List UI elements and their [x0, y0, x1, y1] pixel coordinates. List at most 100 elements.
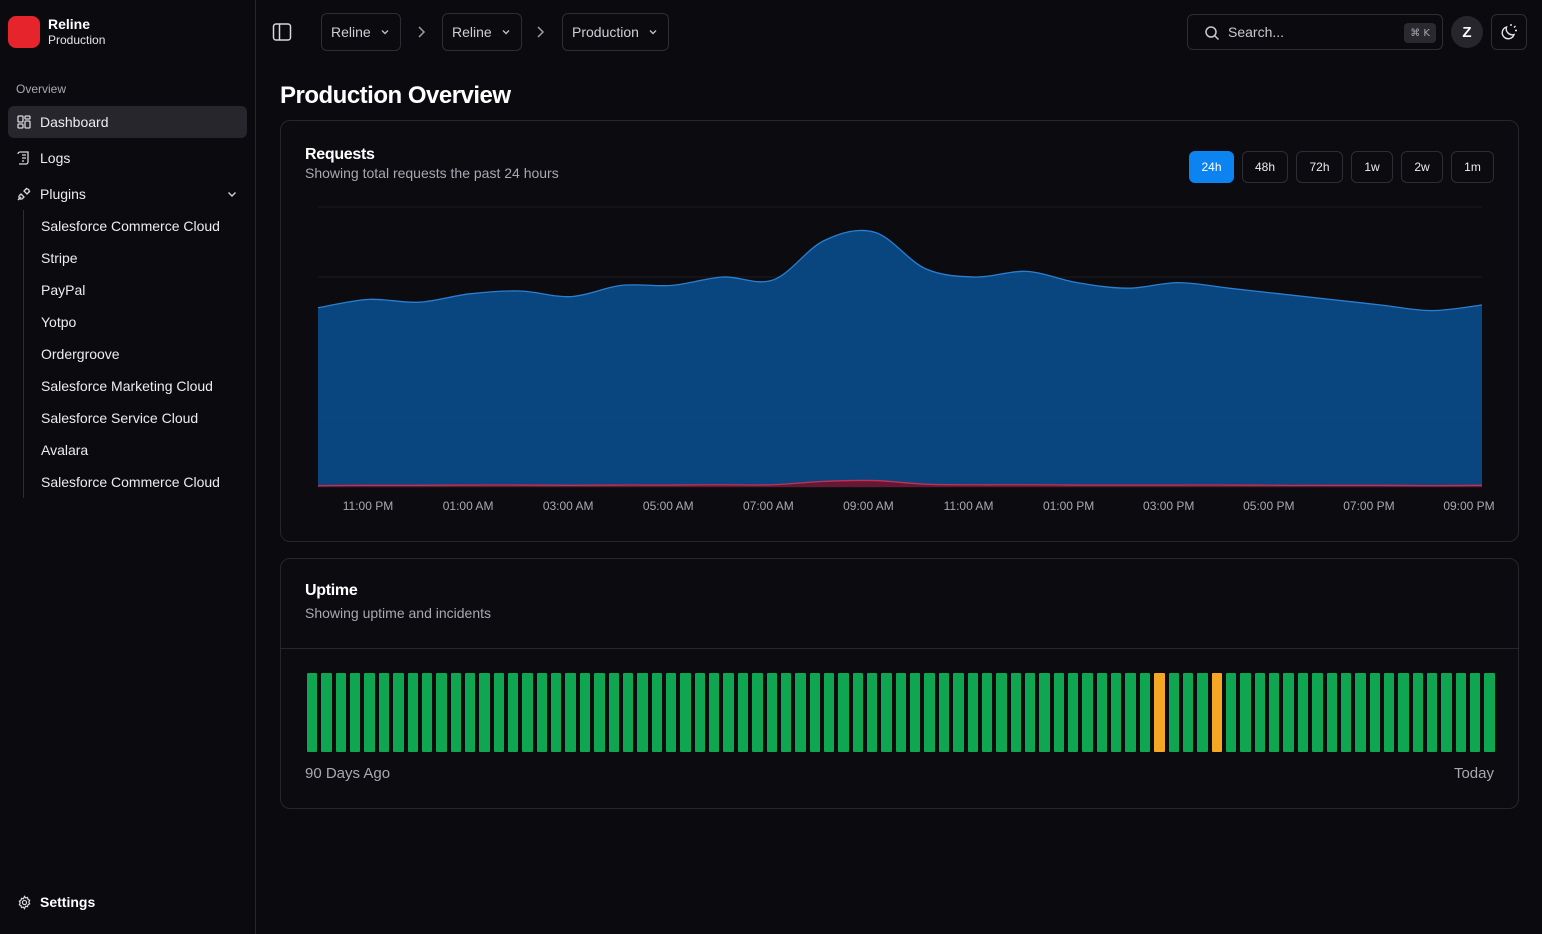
uptime-bar-up[interactable]: [407, 673, 418, 752]
uptime-bar-up[interactable]: [967, 673, 978, 752]
plugin-item-yotpo[interactable]: Yotpo: [41, 314, 77, 330]
uptime-bar-up[interactable]: [436, 673, 447, 752]
uptime-bar-up[interactable]: [421, 673, 433, 752]
uptime-bar-up[interactable]: [981, 673, 993, 752]
range-button-2w[interactable]: 2w: [1401, 151, 1443, 183]
uptime-bar-up[interactable]: [838, 673, 849, 752]
breadcrumb-project[interactable]: Reline: [442, 13, 522, 51]
uptime-bar-up[interactable]: [1082, 673, 1093, 752]
uptime-bar-up[interactable]: [996, 673, 1007, 752]
avatar[interactable]: Z: [1451, 16, 1483, 48]
uptime-bar-up[interactable]: [910, 673, 921, 752]
plugin-item-salesforce-service-cloud[interactable]: Salesforce Service Cloud: [41, 410, 199, 426]
uptime-bar-up[interactable]: [508, 673, 519, 752]
uptime-bar-up[interactable]: [464, 673, 476, 752]
breadcrumb-environment[interactable]: Production: [562, 13, 669, 51]
uptime-bar-up[interactable]: [680, 673, 691, 752]
uptime-bar-up[interactable]: [1111, 673, 1122, 752]
uptime-bar-up[interactable]: [1039, 673, 1050, 752]
plugin-item-salesforce-commerce-cloud-2[interactable]: Salesforce Commerce Cloud: [41, 474, 220, 490]
uptime-bar-up[interactable]: [1139, 673, 1151, 752]
uptime-bar-up[interactable]: [1240, 673, 1251, 752]
theme-toggle-button[interactable]: [1491, 14, 1527, 50]
range-button-1w[interactable]: 1w: [1351, 151, 1393, 183]
plugin-item-salesforce-marketing-cloud[interactable]: Salesforce Marketing Cloud: [41, 378, 213, 394]
uptime-bar-up[interactable]: [1383, 673, 1395, 752]
uptime-bar-up[interactable]: [335, 673, 347, 752]
uptime-bar-up[interactable]: [364, 673, 375, 752]
uptime-bar-up[interactable]: [1326, 673, 1337, 752]
range-button-24h[interactable]: 24h: [1189, 151, 1234, 183]
brand[interactable]: Reline Production: [8, 16, 105, 48]
uptime-bar-up[interactable]: [1427, 673, 1438, 752]
uptime-bar-up[interactable]: [709, 673, 720, 752]
uptime-bar-up[interactable]: [852, 673, 864, 752]
uptime-bar-up[interactable]: [493, 673, 505, 752]
uptime-bar-up[interactable]: [1068, 673, 1079, 752]
uptime-bar-up[interactable]: [1010, 673, 1021, 752]
uptime-bar-up[interactable]: [579, 673, 591, 752]
sidebar-item-logs[interactable]: Logs: [8, 142, 247, 174]
uptime-bar-up[interactable]: [450, 673, 461, 752]
uptime-bar-up[interactable]: [823, 673, 835, 752]
uptime-bar-up[interactable]: [594, 673, 605, 752]
plugin-item-paypal[interactable]: PayPal: [41, 282, 86, 298]
breadcrumb-org[interactable]: Reline: [321, 13, 401, 51]
uptime-bar-up[interactable]: [1197, 673, 1208, 752]
uptime-bar-up[interactable]: [1096, 673, 1108, 752]
uptime-bar-up[interactable]: [924, 673, 935, 752]
uptime-bar-up[interactable]: [536, 673, 548, 752]
uptime-bar-up[interactable]: [1455, 673, 1467, 752]
uptime-bar-up[interactable]: [867, 673, 878, 752]
uptime-bar-up[interactable]: [1226, 673, 1237, 752]
plugin-item-stripe[interactable]: Stripe: [41, 250, 78, 266]
range-button-1m[interactable]: 1m: [1451, 151, 1494, 183]
uptime-bar-up[interactable]: [881, 673, 892, 752]
uptime-bar-up[interactable]: [1168, 673, 1179, 752]
uptime-bar-up[interactable]: [1283, 673, 1294, 752]
uptime-bar-up[interactable]: [1398, 673, 1409, 752]
uptime-bar-up[interactable]: [1340, 673, 1352, 752]
search-input[interactable]: Search... ⌘ K: [1187, 14, 1443, 50]
uptime-bar-up[interactable]: [1441, 673, 1452, 752]
uptime-bar-up[interactable]: [651, 673, 662, 752]
uptime-bar-up[interactable]: [1269, 673, 1280, 752]
uptime-bar-up[interactable]: [1312, 673, 1323, 752]
uptime-bar-up[interactable]: [1369, 673, 1380, 752]
uptime-bar-incident[interactable]: [1154, 673, 1165, 752]
uptime-bar-up[interactable]: [895, 673, 907, 752]
uptime-bar-up[interactable]: [565, 673, 576, 752]
uptime-bar-up[interactable]: [321, 673, 332, 752]
uptime-bar-up[interactable]: [737, 673, 749, 752]
uptime-bar-up[interactable]: [1125, 673, 1136, 752]
uptime-bar-up[interactable]: [766, 673, 777, 752]
uptime-bar-incident[interactable]: [1211, 673, 1222, 752]
uptime-bar-up[interactable]: [795, 673, 806, 752]
plugin-item-salesforce-commerce-cloud[interactable]: Salesforce Commerce Cloud: [41, 218, 220, 234]
uptime-bar-up[interactable]: [522, 673, 533, 752]
sidebar-item-settings[interactable]: Settings: [8, 886, 247, 918]
uptime-bar-up[interactable]: [637, 673, 648, 752]
range-button-72h[interactable]: 72h: [1296, 151, 1343, 183]
uptime-bar-up[interactable]: [752, 673, 763, 752]
plugin-item-avalara[interactable]: Avalara: [41, 442, 89, 458]
uptime-bar-up[interactable]: [938, 673, 950, 752]
uptime-bar-up[interactable]: [780, 673, 792, 752]
uptime-bar-up[interactable]: [723, 673, 734, 752]
uptime-bar-up[interactable]: [1053, 673, 1065, 752]
uptime-bar-up[interactable]: [1297, 673, 1309, 752]
uptime-bar-up[interactable]: [350, 673, 361, 752]
uptime-bar-up[interactable]: [809, 673, 820, 752]
sidebar-toggle-button[interactable]: [270, 20, 294, 44]
uptime-bar-up[interactable]: [378, 673, 390, 752]
uptime-bar-up[interactable]: [665, 673, 677, 752]
uptime-bar-up[interactable]: [953, 673, 964, 752]
sidebar-item-plugins[interactable]: Plugins: [8, 178, 247, 210]
uptime-bar-up[interactable]: [608, 673, 619, 752]
sidebar-item-dashboard[interactable]: Dashboard: [8, 106, 247, 138]
uptime-bar-up[interactable]: [479, 673, 490, 752]
uptime-bar-up[interactable]: [1470, 673, 1481, 752]
range-button-48h[interactable]: 48h: [1242, 151, 1288, 183]
plugin-item-ordergroove[interactable]: Ordergroove: [41, 346, 120, 362]
uptime-bar-up[interactable]: [1254, 673, 1266, 752]
